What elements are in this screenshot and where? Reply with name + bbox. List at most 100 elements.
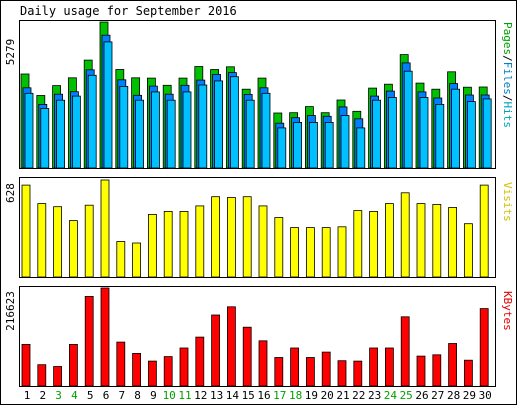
visits-bar	[53, 206, 62, 278]
kbytes-bar	[226, 306, 236, 387]
day-label: 14	[226, 389, 240, 402]
pages-bar	[435, 104, 445, 169]
visits-bar	[163, 210, 173, 278]
hits-panel-frame	[19, 20, 496, 169]
kbytes-bar	[53, 366, 62, 387]
visits-bar	[258, 205, 268, 278]
chart-bars	[20, 21, 492, 387]
visits-bar	[84, 204, 94, 278]
kbytes-bar	[369, 347, 379, 387]
kbytes-bar	[147, 360, 157, 387]
day-label: 15	[242, 389, 255, 402]
visits-axis-max: 628	[4, 183, 17, 203]
day-label: 22	[352, 389, 365, 402]
visits-bar	[147, 213, 157, 278]
hits-axis-label: Pages/Files/Hits	[501, 22, 514, 128]
pages-bar	[387, 97, 397, 169]
visits-bar	[305, 227, 315, 278]
visits-panel-frame	[19, 177, 496, 278]
visits-bar	[337, 226, 347, 278]
visits-bar	[242, 196, 252, 278]
visits-bar	[353, 210, 363, 278]
kbytes-bar	[290, 347, 300, 387]
day-label: 24	[384, 389, 398, 402]
kbytes-bar	[321, 351, 331, 387]
visits-bar	[69, 220, 78, 278]
kbytes-bar	[69, 343, 78, 387]
visits-bar	[179, 210, 189, 278]
pages-bar	[72, 95, 81, 169]
visits-bar	[416, 203, 426, 278]
kbytes-bar	[479, 308, 489, 387]
day-label: 13	[210, 389, 223, 402]
kbytes-bar	[400, 316, 410, 387]
day-labels: 1 2 3 4 5 6 7 8 9 10 11 12 13 14 15 16 17 18 19 20 21 22 23 24 2…	[24, 389, 492, 402]
visits-bar	[400, 192, 410, 278]
kbytes-bar	[274, 357, 284, 387]
day-label: 25	[400, 389, 413, 402]
visits-bar	[37, 203, 47, 278]
visits-bar	[321, 227, 331, 278]
pages-bar	[56, 99, 65, 169]
kbytes-bar	[116, 341, 126, 387]
visits-bar	[21, 184, 31, 278]
pages-label-part: Pages	[501, 22, 514, 55]
hits-label-part: Hits	[501, 102, 514, 129]
pages-bar	[214, 80, 224, 169]
pages-bar	[466, 101, 476, 169]
day-label: 6	[103, 389, 110, 402]
pages-bar	[356, 127, 366, 169]
day-label: 2	[39, 389, 46, 402]
pages-bar	[372, 99, 382, 169]
kbytes-bar	[100, 287, 110, 387]
visits-bar	[369, 210, 379, 278]
pages-bar	[261, 92, 271, 169]
kbytes-bar	[305, 357, 315, 387]
visits-bar	[448, 207, 458, 278]
visits-bar	[384, 203, 394, 278]
visits-axis-label: Visits	[501, 182, 514, 222]
hits-axis-max: 5279	[4, 39, 17, 66]
kbytes-bar	[37, 364, 47, 387]
visits-bar	[274, 217, 284, 278]
kbytes-bar	[211, 314, 221, 387]
day-label: 18	[289, 389, 302, 402]
day-label: 9	[150, 389, 157, 402]
kbytes-bar	[84, 295, 94, 387]
pages-bar	[150, 91, 160, 169]
slash-part-2: /	[501, 95, 514, 102]
pages-bar	[324, 122, 334, 169]
kbytes-bar	[258, 340, 268, 387]
day-label: 3	[55, 389, 62, 402]
pages-bar	[135, 99, 145, 169]
day-label: 7	[118, 389, 125, 402]
visits-bar	[432, 203, 442, 278]
kbytes-bar	[353, 360, 363, 387]
kbytes-bar	[448, 343, 458, 387]
pages-bar	[166, 99, 176, 169]
day-label: 17	[273, 389, 286, 402]
kbytes-bar	[21, 343, 31, 387]
visits-bar	[226, 197, 236, 278]
visits-bar	[211, 196, 221, 278]
pages-bar	[308, 122, 318, 169]
kbytes-bar	[463, 359, 473, 387]
pages-bar	[482, 98, 492, 169]
day-label: 29	[463, 389, 476, 402]
day-label: 21	[336, 389, 349, 402]
day-label: 16	[257, 389, 270, 402]
visits-bar	[479, 184, 489, 278]
day-label: 11	[178, 389, 191, 402]
day-label: 4	[71, 389, 78, 402]
kbytes-bar	[179, 347, 189, 387]
kbytes-bar	[132, 352, 142, 387]
pages-bar	[419, 97, 429, 169]
kbytes-bar	[337, 360, 347, 387]
pages-bar	[451, 88, 461, 169]
pages-bar	[182, 91, 192, 169]
day-label: 1	[24, 389, 31, 402]
kbytes-bar	[384, 347, 394, 387]
pages-bar	[229, 76, 239, 169]
